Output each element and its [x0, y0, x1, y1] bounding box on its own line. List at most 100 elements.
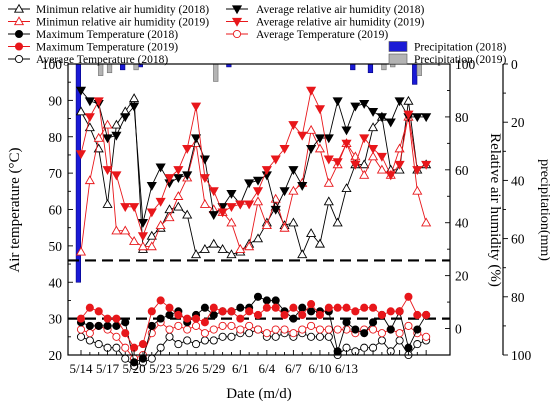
- series-3-point-11: [173, 166, 184, 176]
- series-2-point-34: [376, 164, 387, 174]
- series-6: [76, 292, 431, 352]
- series-6-point-1: [85, 303, 94, 312]
- series-6-point-9: [156, 296, 165, 305]
- series-1-point-14: [199, 155, 210, 165]
- series-1-point-4: [111, 131, 122, 141]
- legend-item-1: Average relative air humidity (2018): [226, 4, 425, 16]
- series-1-point-6: [129, 102, 140, 112]
- series-0-point-24: [288, 217, 299, 227]
- series-1-point-11: [173, 174, 184, 183]
- series-line-0: [80, 97, 427, 256]
- series-7-point-1: [85, 329, 94, 338]
- series-2-point-10: [164, 212, 175, 222]
- x-tick-label-3: 5/23: [149, 361, 172, 376]
- series-7-point-0: [76, 325, 86, 334]
- series-6-point-21: [262, 303, 271, 312]
- series-0-point-33: [367, 122, 379, 132]
- series-7-point-14: [200, 329, 209, 338]
- x-tick-label-2: 5/20: [123, 361, 146, 376]
- series-2-point-8: [146, 241, 157, 251]
- series-1-point-1: [84, 97, 95, 107]
- series-3-point-20: [252, 187, 264, 197]
- series-5-point-38: [413, 340, 422, 349]
- series-3-point-17: [226, 203, 237, 213]
- y-precip-label-0: 0: [511, 57, 518, 72]
- series-5-point-0: [76, 332, 86, 341]
- series-2-point-17: [226, 217, 237, 227]
- series-3-point-30: [341, 139, 352, 149]
- x-tick-label-1: 5/17: [96, 361, 120, 376]
- precip-bar-0-5: [367, 63, 374, 74]
- series-1-point-22: [270, 205, 281, 215]
- series-7-point-17: [227, 321, 236, 330]
- series-6-point-7: [138, 340, 147, 349]
- y-humidity-label-4: 80: [455, 110, 469, 125]
- series-6-point-38: [413, 310, 422, 320]
- series-1-point-19: [244, 179, 255, 189]
- series-0-point-20: [252, 233, 264, 243]
- series-7-point-23: [280, 325, 289, 334]
- series-1-point-7: [137, 219, 149, 228]
- series-0-point-37: [403, 95, 414, 105]
- legend-label-0: Minimun relative air humidity (2018): [36, 4, 209, 16]
- series-7-point-34: [377, 329, 386, 338]
- series-0-point-29: [332, 217, 343, 227]
- series-4-point-10: [165, 310, 174, 320]
- y-left-label-3: 50: [49, 239, 63, 254]
- series-7-point-4: [112, 332, 121, 341]
- legend-item-9: Precipitation (2019): [388, 53, 506, 66]
- series-4-point-33: [368, 318, 378, 327]
- series-0-point-27: [314, 238, 326, 248]
- axes: 5/14 5/17 5/20 5/23 5/26 5/29 6/1 6/4 6/7 6/10 6/1…: [42, 57, 532, 376]
- series-6-point-30: [342, 303, 351, 312]
- series-4-point-31: [351, 325, 360, 334]
- y-left-label-1: 30: [49, 312, 63, 327]
- legend-label-8: Average Temperature (2019): [256, 29, 388, 41]
- legend-label-3: Average relative air humidity (2019): [256, 17, 425, 29]
- series-2-point-27: [314, 143, 326, 153]
- series-3-point-37: [403, 110, 414, 120]
- series-4-point-32: [360, 329, 369, 338]
- series-2-point-19: [244, 241, 255, 251]
- series-7-point-29: [333, 325, 342, 334]
- series-3-point-18: [235, 200, 246, 210]
- precip-bar-0-4: [350, 63, 356, 71]
- series-3-point-19: [244, 200, 255, 210]
- series-1-point-3: [102, 134, 113, 144]
- series-0-point-6: [129, 93, 140, 103]
- series-6-point-39: [422, 310, 431, 320]
- series-2-point-24: [288, 185, 299, 195]
- series-3-point-13: [190, 102, 202, 112]
- legend-label-4: Maximum Temperature (2018): [36, 29, 178, 41]
- series-5-point-13: [191, 340, 201, 349]
- series-2-point-32: [359, 169, 370, 179]
- series-1-point-32: [359, 100, 370, 109]
- series-3-point-24: [288, 121, 299, 131]
- series-3-point-33: [367, 144, 379, 154]
- series-0-point-4: [111, 119, 122, 129]
- series-4-point-6: [130, 358, 139, 367]
- series-2-point-3: [102, 119, 113, 129]
- x-tick-label-9: 6/10: [308, 361, 331, 376]
- series-7-point-5: [121, 343, 130, 352]
- legend-marker-2: [13, 16, 25, 26]
- series-1-point-20: [252, 176, 264, 186]
- series-3-point-27: [314, 105, 326, 115]
- series-0-point-15: [208, 238, 219, 248]
- series-1-point-30: [341, 126, 352, 136]
- y-left-label-8: 100: [42, 57, 63, 72]
- series-0-point-17: [226, 249, 237, 259]
- series-5-point-15: [209, 336, 218, 345]
- series-6-point-11: [174, 310, 183, 320]
- series-0-point-3: [102, 199, 113, 208]
- series-0-point-26: [306, 228, 317, 237]
- series-5-point-12: [183, 336, 192, 345]
- series-3-point-26: [306, 86, 317, 96]
- y-left-label-7: 90: [49, 93, 63, 108]
- series-1-point-29: [332, 97, 343, 107]
- series-6-point-35: [386, 307, 395, 316]
- series-1-point-23: [279, 187, 290, 197]
- legend-marker-3: [231, 17, 243, 27]
- series-6-point-34: [377, 310, 386, 320]
